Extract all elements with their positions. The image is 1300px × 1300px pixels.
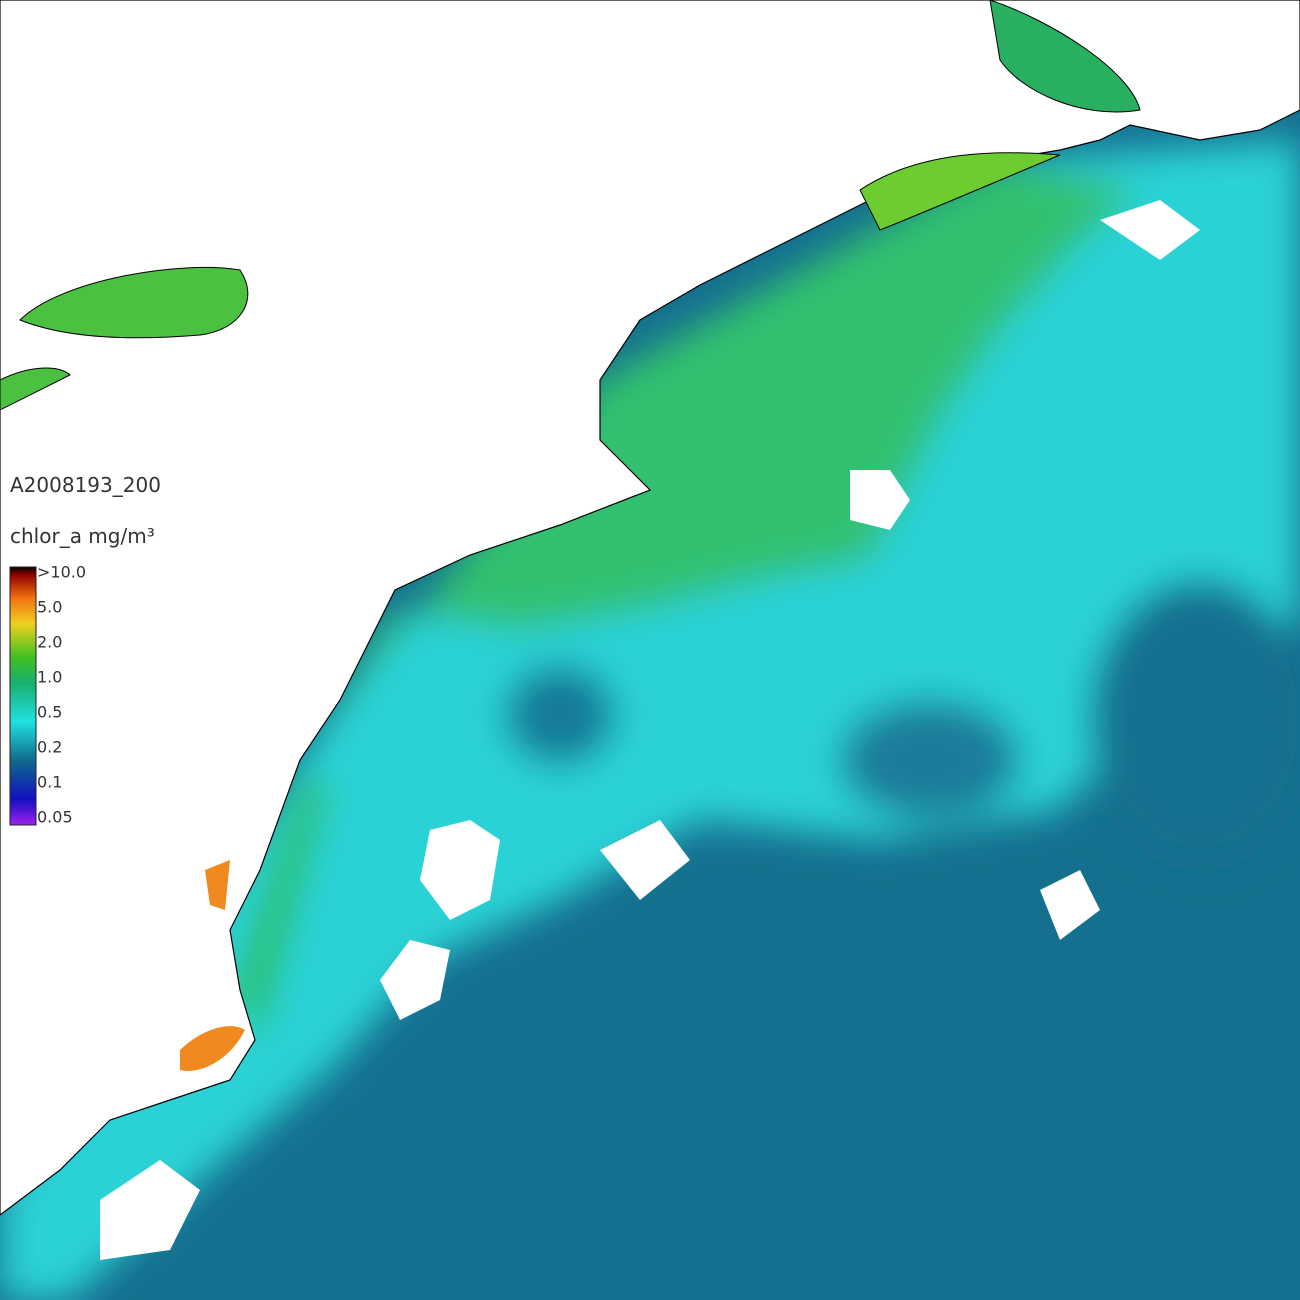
colorbar: [9, 566, 37, 826]
colorbar-label: >10.0: [37, 563, 86, 582]
colorbar-label: 0.1: [37, 773, 62, 792]
colorbar-label: 5.0: [37, 598, 62, 617]
colorbar-label: 0.2: [37, 738, 62, 757]
product-id: A2008193_200: [10, 473, 161, 497]
clouds: [100, 200, 1200, 1260]
colorbar-label: 2.0: [37, 633, 62, 652]
colorbar-label: 0.5: [37, 703, 62, 722]
colorbar-label: 1.0: [37, 668, 62, 687]
legend-title: chlor_a mg/m³: [10, 524, 155, 548]
colorbar-labels: >10.0 5.0 2.0 1.0 0.5 0.2 0.1 0.05: [37, 563, 86, 827]
colorbar-label: 0.05: [37, 808, 73, 827]
land: [0, 0, 1300, 1216]
